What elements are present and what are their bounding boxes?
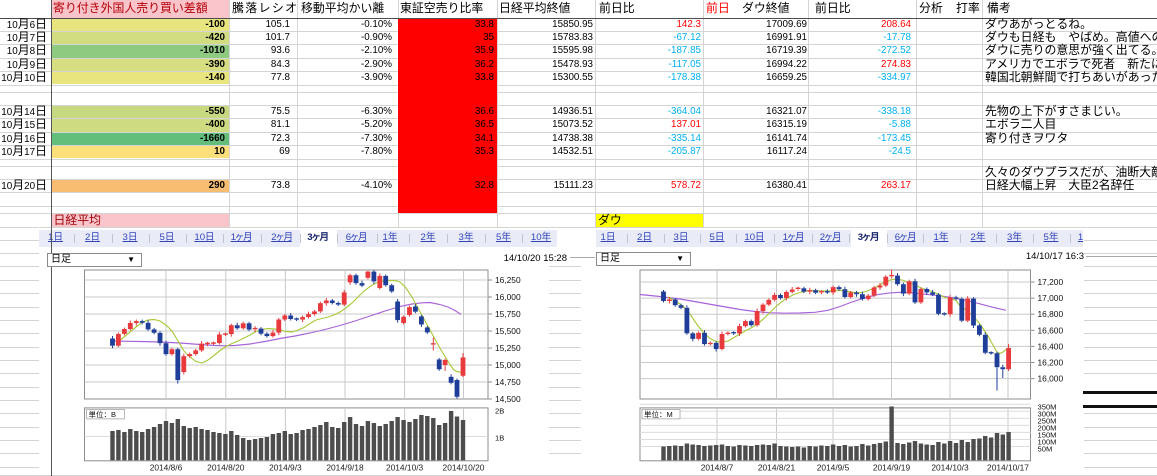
svg-text:2014/8/20: 2014/8/20 xyxy=(207,463,245,473)
svg-text:2014/8/7: 2014/8/7 xyxy=(701,463,734,473)
svg-text:150M: 150M xyxy=(1038,431,1057,440)
svg-text:15,500: 15,500 xyxy=(495,326,521,336)
svg-text:16,800: 16,800 xyxy=(1038,309,1064,319)
svg-text:16,600: 16,600 xyxy=(1038,325,1064,335)
svg-text:2014/9/19: 2014/9/19 xyxy=(873,463,911,473)
svg-text:50M: 50M xyxy=(1038,445,1053,454)
svg-text:2014/9/5: 2014/9/5 xyxy=(817,463,850,473)
svg-text:2014/10/3: 2014/10/3 xyxy=(931,463,969,473)
svg-text:2014/9/18: 2014/9/18 xyxy=(326,463,364,473)
svg-text:15,000: 15,000 xyxy=(495,360,521,370)
svg-text:15,250: 15,250 xyxy=(495,343,521,353)
svg-text:17,200: 17,200 xyxy=(1038,277,1064,287)
svg-text:2014/9/3: 2014/9/3 xyxy=(269,463,302,473)
svg-text:250M: 250M xyxy=(1038,416,1057,425)
svg-text:単位：M: 単位：M xyxy=(644,409,673,419)
svg-text:2B: 2B xyxy=(495,407,504,416)
svg-text:300M: 300M xyxy=(1038,409,1057,418)
svg-text:14,750: 14,750 xyxy=(495,377,521,387)
svg-text:2014/8/21: 2014/8/21 xyxy=(758,463,796,473)
svg-text:14,500: 14,500 xyxy=(495,394,521,404)
svg-text:17,000: 17,000 xyxy=(1038,293,1064,303)
svg-text:1B: 1B xyxy=(495,434,504,443)
svg-text:16,200: 16,200 xyxy=(1038,358,1064,368)
svg-text:350M: 350M xyxy=(1038,402,1057,411)
svg-text:200M: 200M xyxy=(1038,423,1057,432)
svg-text:2014/8/6: 2014/8/6 xyxy=(150,463,183,473)
svg-text:16,400: 16,400 xyxy=(1038,341,1064,351)
svg-text:16,250: 16,250 xyxy=(495,275,521,285)
svg-text:単位：B: 単位：B xyxy=(89,409,117,419)
svg-text:16,000: 16,000 xyxy=(495,292,521,302)
svg-text:2014/10/3: 2014/10/3 xyxy=(386,463,424,473)
svg-text:2014/10/20: 2014/10/20 xyxy=(443,463,485,473)
svg-text:2014/10/17: 2014/10/17 xyxy=(987,463,1029,473)
svg-text:15,750: 15,750 xyxy=(495,309,521,319)
svg-text:100M: 100M xyxy=(1038,438,1057,447)
svg-text:16,000: 16,000 xyxy=(1038,374,1064,384)
